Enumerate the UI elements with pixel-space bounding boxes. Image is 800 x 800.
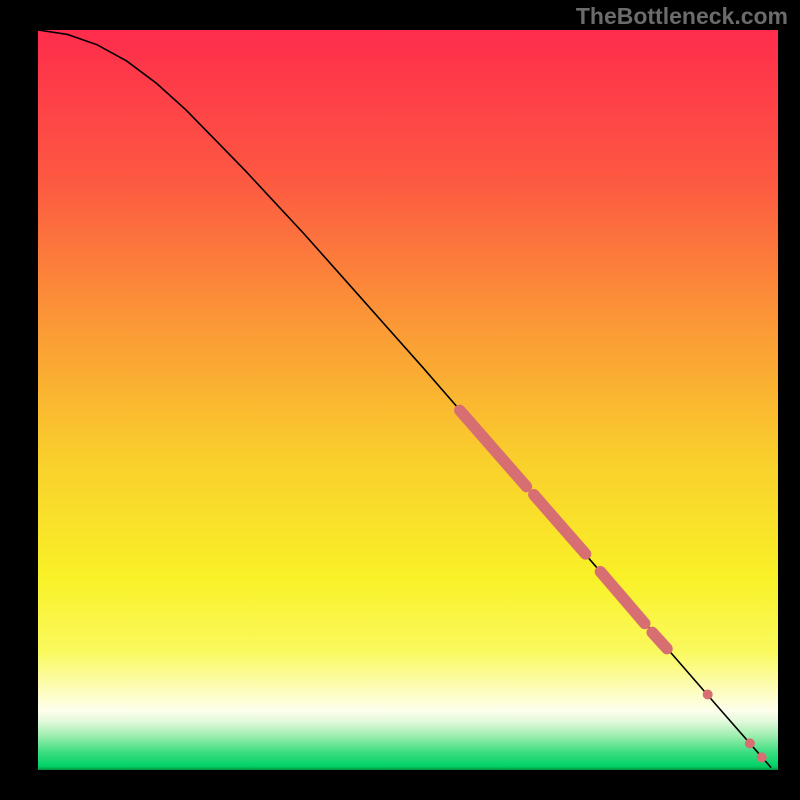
scatter-point	[703, 690, 713, 700]
chart-frame: TheBottleneck.com	[0, 0, 800, 800]
scatter-point	[745, 738, 755, 748]
plot-area	[38, 30, 778, 770]
scatter-point	[757, 752, 767, 762]
chart-svg	[38, 30, 778, 770]
gradient-background	[38, 30, 778, 770]
watermark-label: TheBottleneck.com	[576, 3, 788, 30]
